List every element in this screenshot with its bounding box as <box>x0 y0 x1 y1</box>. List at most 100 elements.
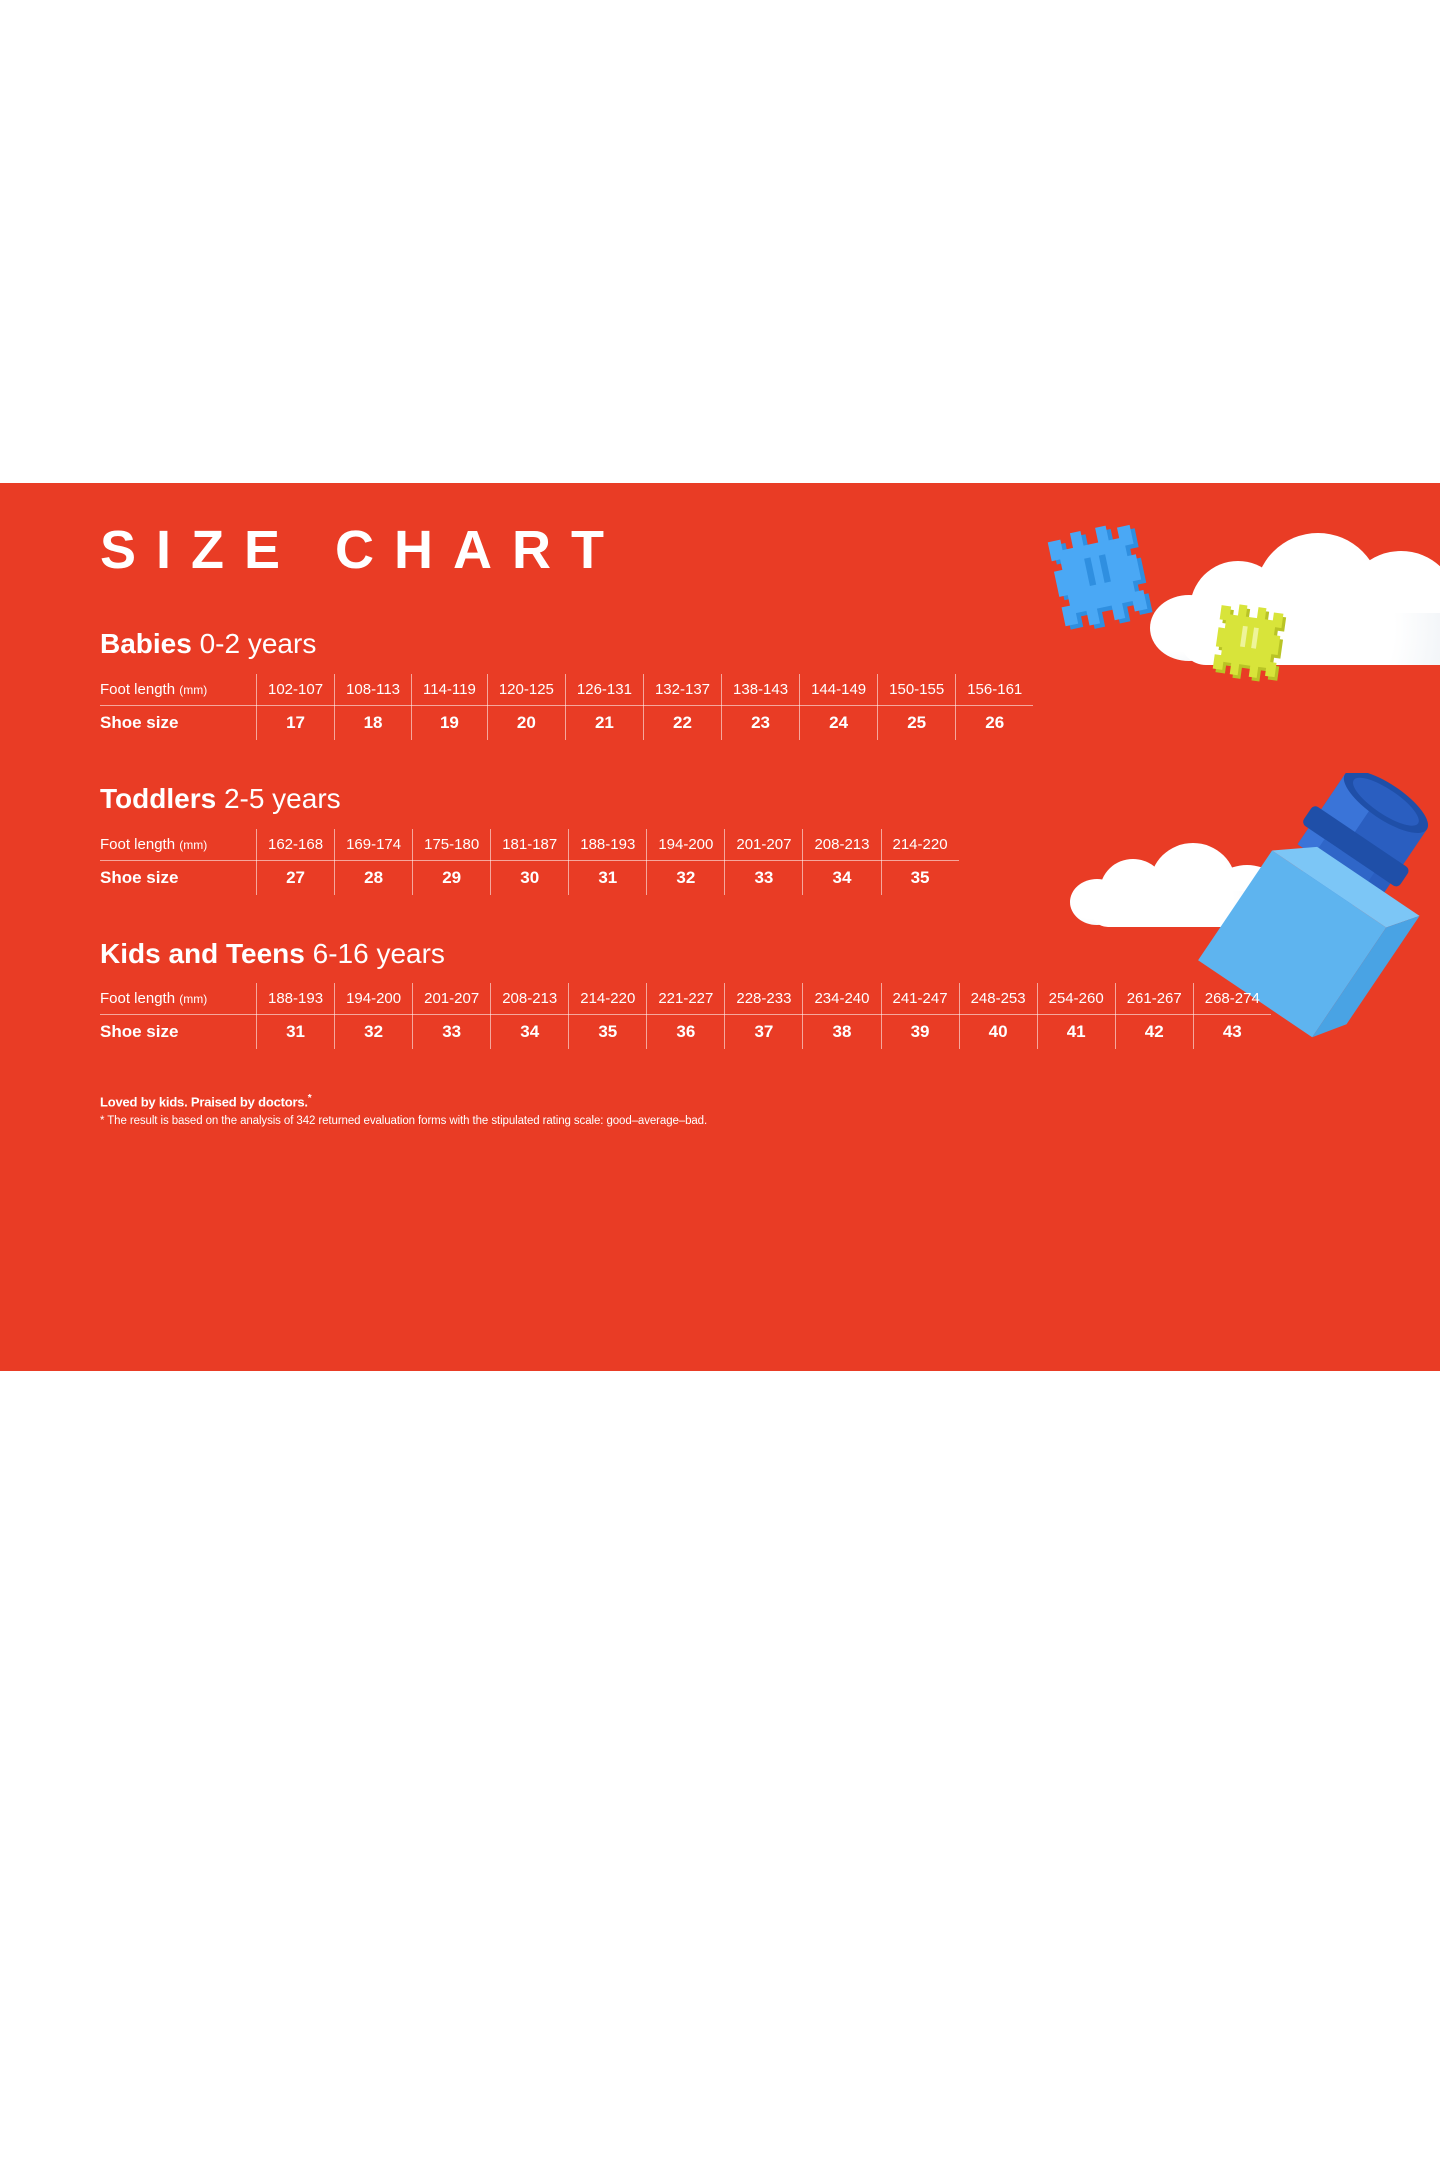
cell-foot-length: 208-213 <box>490 983 570 1016</box>
section-heading-age: 2-5 years <box>223 782 341 814</box>
cell-shoe-size: 39 <box>881 1014 960 1050</box>
footer-claim: Loved by kids. Praised by doctors.* <box>100 1093 1360 1109</box>
table-row-shoe-size: Shoe size 27 28 29 30 31 32 33 34 35 <box>100 860 959 895</box>
cell-shoe-size: 18 <box>334 705 412 740</box>
cell-foot-length: 268-274 <box>1193 983 1271 1016</box>
cell-foot-length: 108-113 <box>334 673 412 706</box>
cell-shoe-size: 31 <box>568 860 648 895</box>
size-table-kids-and-teens: Foot length (mm) 188-193 194-200 201-207… <box>100 983 1271 1050</box>
section-heading-toddlers: Toddlers 2-5 years <box>100 782 1360 815</box>
cell-shoe-size: 34 <box>802 860 882 895</box>
section-heading-age: 0-2 years <box>199 628 317 659</box>
section-babies: Babies 0-2 years Foot length (mm) 102-10… <box>100 628 1360 740</box>
cell-foot-length: 102-107 <box>256 673 336 706</box>
size-table-babies: Foot length (mm) 102-107 108-113 114-119… <box>100 673 1034 740</box>
table-row-shoe-size: Shoe size 31 32 33 34 35 36 37 38 39 40 … <box>100 1014 1271 1050</box>
row-label-shoe-size: Shoe size <box>100 705 257 740</box>
row-label-unit: (mm) <box>179 992 208 1007</box>
cell-foot-length: 214-220 <box>881 828 959 861</box>
cell-shoe-size: 33 <box>724 860 804 895</box>
chart-content: SIZE CHART Babies 0-2 years Foot length … <box>100 523 1360 1127</box>
cell-foot-length: 169-174 <box>334 828 414 861</box>
cell-shoe-size: 30 <box>490 860 570 895</box>
cell-shoe-size: 20 <box>487 705 566 740</box>
cell-shoe-size: 41 <box>1037 1014 1116 1050</box>
section-heading-name: Babies <box>100 628 192 659</box>
cell-foot-length: 221-227 <box>646 983 726 1016</box>
section-kids-and-teens: Kids and Teens 6-16 years Foot length (m… <box>100 937 1360 1050</box>
table-row-shoe-size: Shoe size 17 18 19 20 21 22 23 24 25 26 <box>100 705 1033 740</box>
row-label-text: Foot length <box>100 835 176 853</box>
cell-foot-length: 254-260 <box>1037 983 1116 1016</box>
cell-shoe-size: 28 <box>334 860 414 895</box>
cell-shoe-size: 43 <box>1222 1022 1242 1042</box>
cell-foot-length: 138-143 <box>721 673 801 706</box>
cell-foot-length: 201-207 <box>412 983 492 1016</box>
cell-shoe-size: 33 <box>412 1014 492 1050</box>
cell-shoe-size: 31 <box>256 1014 336 1050</box>
row-label-shoe-size: Shoe size <box>100 860 257 895</box>
cell-shoe-size: 17 <box>256 705 336 740</box>
cell-foot-length: 194-200 <box>646 828 726 861</box>
cell-shoe-size: 21 <box>565 705 644 740</box>
cell-foot-length: 120-125 <box>487 673 566 706</box>
table-row-foot-length: Foot length (mm) 162-168 169-174 175-180… <box>100 828 959 861</box>
cell-shoe-size: 32 <box>646 860 726 895</box>
cell-foot-length: 248-253 <box>959 983 1038 1016</box>
row-label-unit: (mm) <box>179 682 208 697</box>
cell-foot-length: 181-187 <box>490 828 570 861</box>
table-row-foot-length: Foot length (mm) 102-107 108-113 114-119… <box>100 673 1034 706</box>
section-heading-babies: Babies 0-2 years <box>100 628 1360 660</box>
row-label-text: Foot length <box>100 990 176 1008</box>
footer-note: * The result is based on the analysis of… <box>100 1114 708 1127</box>
section-heading-kids-and-teens: Kids and Teens 6-16 years <box>100 937 1360 970</box>
cell-shoe-size: 24 <box>799 705 879 740</box>
cell-foot-length: 188-193 <box>568 828 648 861</box>
page-title: SIZE CHART <box>100 520 624 580</box>
cell-foot-length: 150-155 <box>877 673 957 706</box>
cell-shoe-size: 29 <box>412 860 492 895</box>
cell-shoe-size: 27 <box>256 860 336 895</box>
row-label-shoe-size: Shoe size <box>100 1014 257 1050</box>
cell-foot-length: 208-213 <box>802 828 882 861</box>
section-toddlers: Toddlers 2-5 years Foot length (mm) 162-… <box>100 782 1360 895</box>
cell-foot-length: 234-240 <box>802 983 882 1016</box>
footer: Loved by kids. Praised by doctors.* * Th… <box>100 1093 1360 1126</box>
cell-shoe-size: 36 <box>646 1014 726 1050</box>
footer-claim-text: Loved by kids. Praised by doctors. <box>100 1094 308 1110</box>
cell-shoe-size: 42 <box>1115 1014 1194 1050</box>
size-table-toddlers: Foot length (mm) 162-168 169-174 175-180… <box>100 828 959 895</box>
row-label-foot-length: Foot length (mm) <box>100 983 257 1016</box>
section-heading-name: Kids and Teens <box>100 937 305 969</box>
cell-shoe-size: 38 <box>802 1014 882 1050</box>
cell-foot-length: 214-220 <box>568 983 648 1016</box>
cell-foot-length: 201-207 <box>724 828 804 861</box>
cell-foot-length: 144-149 <box>799 673 879 706</box>
table-row-foot-length: Foot length (mm) 188-193 194-200 201-207… <box>100 983 1271 1016</box>
row-label-foot-length: Foot length (mm) <box>100 673 257 706</box>
cell-shoe-size: 35 <box>910 867 930 887</box>
cell-shoe-size: 40 <box>959 1014 1038 1050</box>
row-label-unit: (mm) <box>179 837 208 852</box>
cell-foot-length: 261-267 <box>1115 983 1194 1016</box>
cell-foot-length: 156-161 <box>955 673 1034 706</box>
cell-shoe-size: 35 <box>568 1014 648 1050</box>
footer-claim-marker: * <box>307 1093 312 1105</box>
cell-shoe-size: 19 <box>411 705 488 740</box>
cell-foot-length: 194-200 <box>334 983 414 1016</box>
cell-foot-length: 114-119 <box>411 673 488 706</box>
cell-foot-length: 175-180 <box>412 828 492 861</box>
cell-shoe-size: 37 <box>724 1014 804 1050</box>
cell-foot-length: 188-193 <box>256 983 336 1016</box>
section-heading-age: 6-16 years <box>312 937 445 969</box>
cell-foot-length: 241-247 <box>881 983 960 1016</box>
cell-foot-length: 126-131 <box>565 673 644 706</box>
cell-foot-length: 228-233 <box>724 983 804 1016</box>
cell-shoe-size: 25 <box>877 705 957 740</box>
cell-shoe-size: 34 <box>490 1014 570 1050</box>
cell-shoe-size: 22 <box>643 705 723 740</box>
row-label-text: Foot length <box>100 680 176 698</box>
cell-shoe-size: 26 <box>985 712 1005 732</box>
cell-shoe-size: 23 <box>721 705 801 740</box>
cell-foot-length: 132-137 <box>643 673 723 706</box>
